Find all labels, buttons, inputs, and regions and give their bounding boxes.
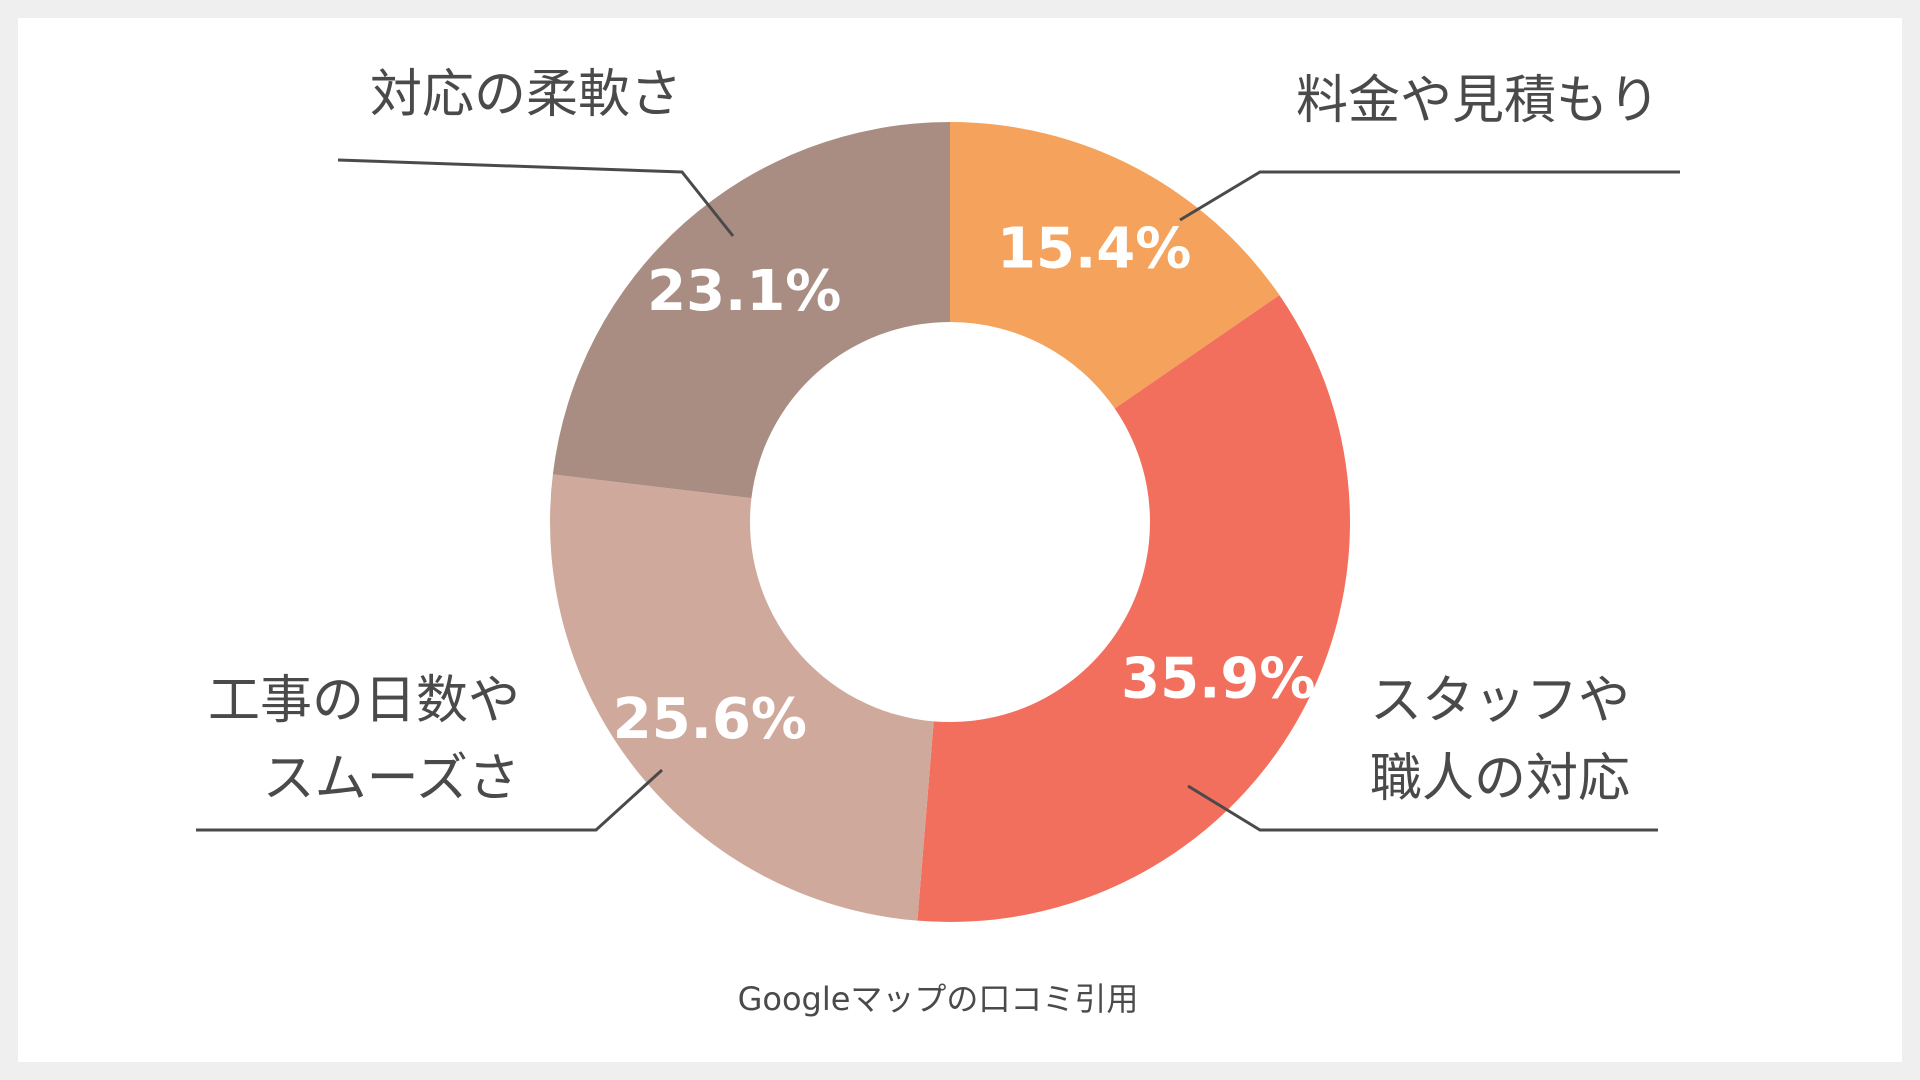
slice-percent-label: 23.1% xyxy=(647,259,841,324)
slice-category-label: 料金や見積もり xyxy=(1296,71,1660,131)
category-label-line: 職人の対応 xyxy=(1370,749,1630,809)
donut-slices xyxy=(550,122,1351,922)
donut-slice xyxy=(917,295,1351,922)
category-label-line: 工事の日数や xyxy=(208,671,520,731)
leader-lines xyxy=(196,158,1680,832)
donut-slice xyxy=(950,122,1280,409)
leader-line xyxy=(1187,784,1658,832)
slice-category-label: スタッフや職人の対応 xyxy=(1370,671,1630,809)
donut-slice xyxy=(552,122,950,499)
slice-percent-label: 15.4% xyxy=(997,217,1191,282)
leader-line xyxy=(1179,170,1680,222)
leader-line xyxy=(337,158,735,237)
slice-percent-label: 25.6% xyxy=(613,687,807,752)
slice-category-label: 対応の柔軟さ xyxy=(370,65,682,125)
donut-slice xyxy=(550,474,934,921)
percent-labels: 15.4% 35.9% 25.6% 23.1% xyxy=(613,217,1316,753)
source-note: Googleマップの口コミ引用 xyxy=(738,980,1139,1018)
slice-percent-label: 35.9% xyxy=(1121,646,1315,711)
category-label-line: スムーズさ xyxy=(263,749,520,809)
category-label-line: 料金や見積もり xyxy=(1296,71,1660,131)
category-label-line: 対応の柔軟さ xyxy=(370,65,682,125)
category-label-line: スタッフや xyxy=(1370,671,1630,731)
slice-category-label: 工事の日数やスムーズさ xyxy=(208,671,520,809)
leader-line xyxy=(196,768,664,832)
